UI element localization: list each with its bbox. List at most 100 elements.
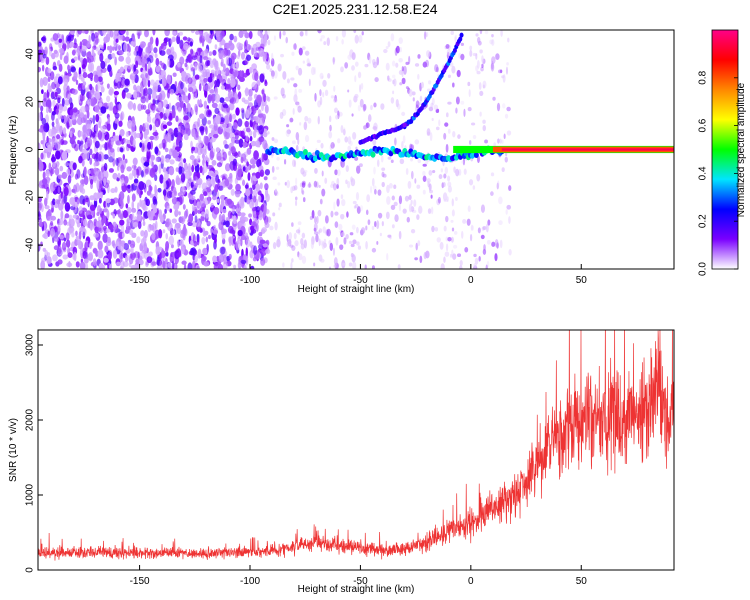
noise-cell [187,77,193,85]
noise-cell [223,115,230,125]
noise-cell [355,146,358,150]
noise-cell [347,145,351,152]
noise-cell [412,97,415,102]
noise-cell [38,112,42,122]
noise-cell [247,172,251,181]
noise-cell [189,48,194,55]
noise-cell [340,66,344,73]
noise-cell [266,63,271,70]
noise-cell [495,53,500,61]
noise-cell [206,220,211,227]
noise-cell [163,37,168,44]
noise-cell [96,204,102,214]
noise-cell [214,59,218,70]
noise-cell [279,111,284,120]
noise-cell [125,203,129,209]
noise-cell [81,84,86,90]
noise-cell [40,140,44,145]
noise-cell [340,194,344,200]
noise-cell [385,45,389,50]
noise-cell [208,234,211,240]
noise-cell [41,178,48,185]
noise-cell [301,182,306,188]
noise-cell [229,33,234,41]
noise-cell [211,172,217,177]
noise-cell [365,241,368,250]
noise-cell [88,58,92,64]
noise-cell [336,177,340,187]
colorbar-tick-label: 0.6 [698,118,709,132]
noise-cell [131,213,135,221]
noise-cell [466,218,471,226]
noise-cell [240,212,246,217]
noise-cell [257,195,262,203]
noise-cell [498,69,503,74]
noise-cell [394,137,397,146]
noise-cell [69,119,73,128]
noise-cell [93,153,100,163]
noise-cell [168,235,175,246]
noise-cell [399,82,403,86]
noise-cell [294,159,297,168]
noise-cell [415,100,420,109]
noise-cell [286,129,291,135]
noise-cell [456,69,461,78]
noise-cell [479,30,483,35]
noise-cell [453,231,458,235]
noise-cell [496,182,499,190]
noise-cell [262,139,268,150]
noise-cell [139,142,143,148]
noise-cell [206,157,210,163]
noise-cell [482,248,487,255]
noise-cell [169,159,175,165]
noise-cell [137,32,141,40]
noise-cell [109,45,113,54]
noise-cell [333,257,338,266]
noise-cell [232,113,236,120]
noise-cell [246,197,251,205]
noise-cell [139,251,146,260]
noise-cell [246,54,252,61]
noise-cell [80,179,85,185]
noise-cell [177,106,182,113]
noise-cell [276,238,281,248]
noise-cell [255,46,261,52]
noise-cell [232,215,237,225]
noise-cell [401,141,404,149]
noise-cell [334,169,338,176]
noise-cell [367,219,371,226]
noise-cell [265,248,271,255]
noise-cell [237,84,241,91]
noise-cell [449,253,453,258]
noise-cell [322,91,325,98]
noise-cell [178,166,185,174]
noise-cell [398,37,403,45]
noise-cell [489,39,494,45]
noise-cell [314,231,319,235]
noise-cell [172,149,178,159]
x-tick-label: -50 [353,275,368,286]
noise-cell [222,151,227,161]
noise-cell [166,221,173,232]
noise-cell [391,60,396,67]
noise-cell [47,68,52,74]
noise-cell [71,197,76,206]
noise-cell [57,97,61,104]
noise-cell [92,258,97,267]
noise-cell [203,77,208,83]
noise-cell [193,183,199,189]
noise-cell [93,232,100,238]
noise-cell [102,215,107,224]
noise-cell [277,182,281,186]
noise-cell [372,185,377,190]
noise-cell [52,65,58,71]
noise-cell [76,239,82,246]
noise-cell [293,83,298,88]
noise-cell [428,80,432,85]
noise-cell [54,167,60,176]
noise-cell [251,63,258,71]
noise-cell [71,49,76,56]
noise-cell [181,129,186,135]
noise-cell [103,154,109,160]
noise-cell [255,183,261,192]
